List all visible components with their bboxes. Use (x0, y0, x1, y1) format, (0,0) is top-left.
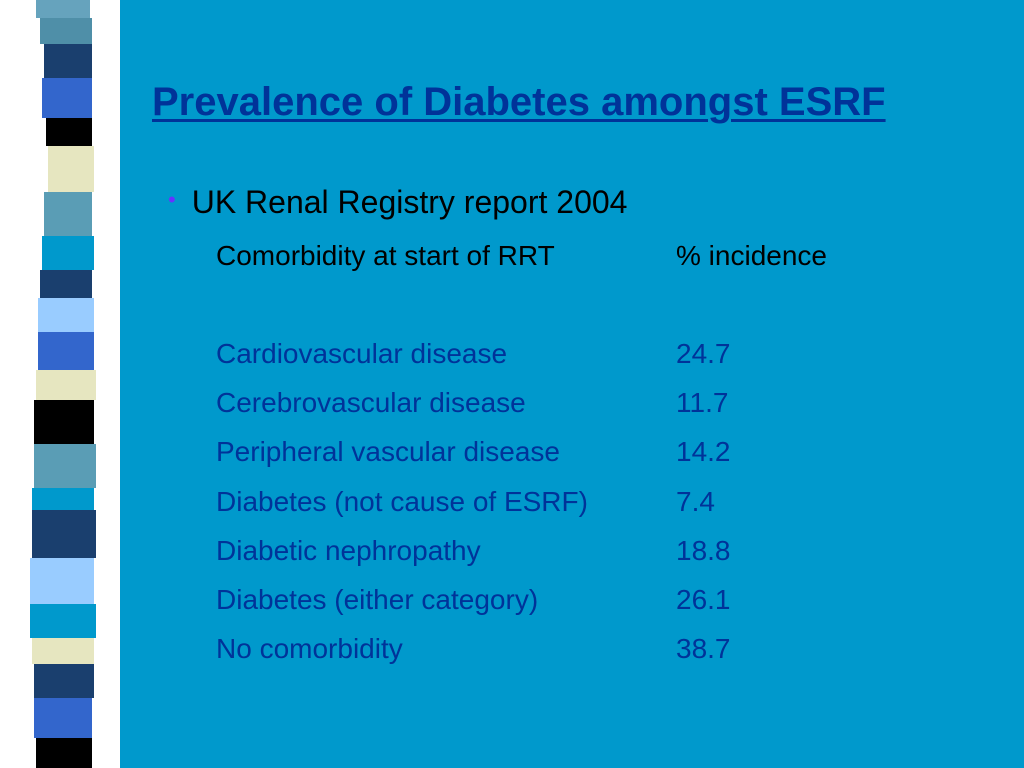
column-header-comorbidity: Comorbidity at start of RRT (216, 240, 555, 271)
bullet-item: • UK Renal Registry report 2004 (168, 184, 627, 221)
stripe-block (42, 236, 94, 270)
stripe-block (34, 698, 92, 738)
stripe-block (36, 0, 90, 18)
stripe-block (32, 510, 96, 558)
row-value: 14.2 (676, 436, 731, 468)
stripe-block (32, 638, 94, 664)
row-label: No comorbidity (216, 633, 403, 665)
comorbidity-table: Cardiovascular disease 24.7 Cerebrovascu… (216, 338, 731, 682)
bullet-text: UK Renal Registry report 2004 (191, 184, 628, 220)
stripe-block (44, 192, 92, 236)
stripe-block (30, 604, 96, 638)
column-header-incidence: % incidence (676, 240, 827, 271)
stripe-block (30, 558, 94, 604)
bullet-dot-icon: • (168, 187, 176, 212)
table-row: Diabetes (either category) 26.1 (216, 583, 731, 633)
table-row: No comorbidity 38.7 (216, 633, 731, 682)
decorative-stripe-panel (0, 0, 120, 768)
row-label: Cardiovascular disease (216, 338, 508, 369)
stripe-block (38, 332, 94, 370)
row-label: Cerebrovascular disease (216, 387, 526, 419)
stripe-block (38, 298, 94, 332)
row-value: 18.8 (676, 534, 731, 566)
row-label: Diabetic nephropathy (216, 534, 481, 566)
row-value: 7.4 (676, 485, 715, 517)
table-header: Comorbidity at start of RRT % incidence (216, 240, 827, 272)
stripe-block (40, 270, 92, 298)
row-label: Diabetes (not cause of ESRF) (216, 485, 588, 517)
stripe-block (42, 78, 92, 118)
table-row: Peripheral vascular disease 14.2 (216, 436, 731, 485)
stripe-block (32, 488, 94, 510)
stripe-block (40, 18, 92, 44)
row-label: Peripheral vascular disease (216, 436, 560, 468)
table-row: Cerebrovascular disease 11.7 (216, 387, 728, 436)
stripe-block (48, 146, 94, 192)
table-row: Cardiovascular disease 24.7 (216, 338, 731, 387)
row-value: 26.1 (676, 583, 731, 615)
stripe-block (36, 738, 92, 768)
stripe-block (44, 44, 92, 78)
stripe-block (34, 400, 94, 444)
row-value: 11.7 (676, 387, 729, 419)
stripe-block (34, 444, 96, 488)
table-row: Diabetes (not cause of ESRF) 7.4 (216, 485, 715, 535)
row-value: 38.7 (676, 633, 731, 665)
stripe-block (36, 370, 96, 400)
stripe-block (46, 118, 92, 146)
row-label: Diabetes (either category) (216, 583, 539, 615)
stripe-block (34, 664, 94, 698)
slide-title: Prevalence of Diabetes amongst ESRF (152, 80, 886, 124)
table-row: Diabetic nephropathy 18.8 (216, 534, 731, 584)
row-value: 24.7 (676, 338, 731, 369)
